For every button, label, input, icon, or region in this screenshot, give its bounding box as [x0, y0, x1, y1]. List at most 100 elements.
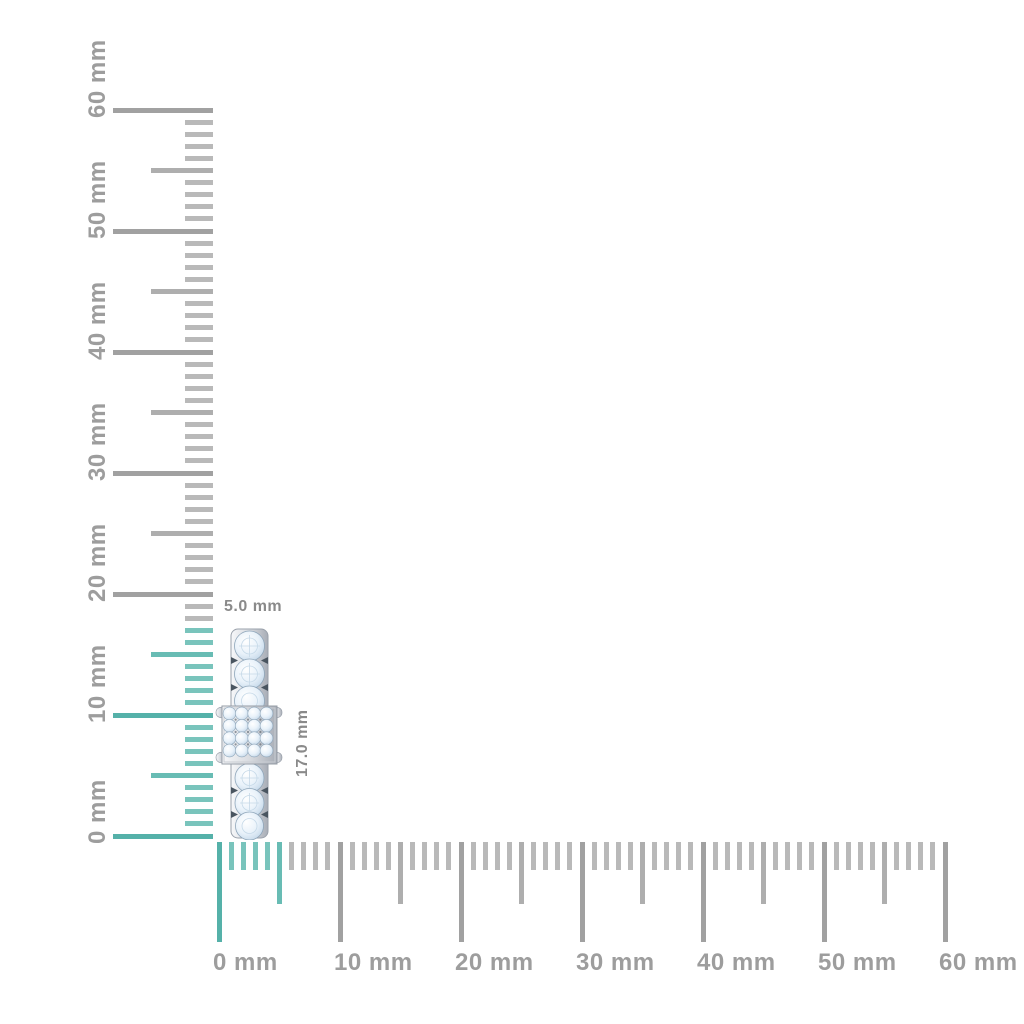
v-tick-53mm [185, 192, 213, 198]
h-tick-23mm [494, 842, 500, 870]
v-tick-60mm [113, 107, 213, 113]
v-ruler-label-40mm: 40 mm [84, 281, 111, 360]
h-tick-19mm [446, 842, 452, 870]
v-tick-52mm [185, 204, 213, 210]
h-tick-49mm [809, 842, 815, 870]
h-tick-57mm [906, 842, 912, 870]
v-tick-24mm [185, 543, 213, 549]
h-tick-54mm [869, 842, 875, 870]
v-tick-45mm [151, 289, 213, 294]
v-tick-48mm [185, 252, 213, 258]
v-tick-22mm [185, 567, 213, 573]
h-tick-24mm [506, 842, 512, 870]
h-tick-51mm [833, 842, 839, 870]
v-tick-4mm [185, 785, 213, 791]
h-tick-60mm [942, 842, 948, 942]
v-tick-12mm [185, 688, 213, 694]
v-tick-42mm [185, 325, 213, 331]
v-tick-5mm [151, 773, 213, 778]
h-tick-38mm [676, 842, 682, 870]
h-tick-9mm [325, 842, 331, 870]
h-tick-8mm [313, 842, 319, 870]
h-tick-21mm [470, 842, 476, 870]
v-tick-37mm [185, 385, 213, 391]
v-tick-8mm [185, 736, 213, 742]
h-tick-12mm [361, 842, 367, 870]
v-tick-13mm [185, 676, 213, 682]
h-tick-59mm [930, 842, 936, 870]
h-tick-1mm [228, 842, 234, 870]
v-tick-23mm [185, 555, 213, 561]
v-tick-35mm [151, 410, 213, 415]
v-tick-41mm [185, 337, 213, 343]
v-tick-9mm [185, 724, 213, 730]
h-tick-36mm [652, 842, 658, 870]
h-tick-0mm [216, 842, 222, 942]
h-tick-14mm [385, 842, 391, 870]
ring-width-dimension-label: 5.0 mm [224, 598, 283, 615]
v-tick-31mm [185, 458, 213, 464]
v-tick-19mm [185, 603, 213, 609]
v-tick-49mm [185, 240, 213, 246]
h-tick-6mm [289, 842, 295, 870]
h-tick-35mm [640, 842, 645, 904]
h-tick-32mm [603, 842, 609, 870]
h-tick-11mm [349, 842, 355, 870]
v-tick-28mm [185, 494, 213, 500]
v-tick-7mm [185, 748, 213, 754]
h-tick-56mm [894, 842, 900, 870]
h-tick-3mm [252, 842, 258, 870]
h-tick-30mm [579, 842, 585, 942]
h-tick-27mm [543, 842, 549, 870]
h-tick-41mm [712, 842, 718, 870]
h-tick-33mm [615, 842, 621, 870]
h-tick-20mm [458, 842, 464, 942]
ring-height-dimension-label: 17.0 mm [294, 709, 311, 777]
h-ruler-label-10mm: 10 mm [334, 949, 413, 976]
h-ruler-label-30mm: 30 mm [576, 949, 655, 976]
v-tick-6mm [185, 760, 213, 766]
v-tick-14mm [185, 664, 213, 670]
v-tick-57mm [185, 143, 213, 149]
v-tick-44mm [185, 301, 213, 307]
h-tick-26mm [531, 842, 537, 870]
v-tick-3mm [185, 797, 213, 803]
v-tick-25mm [151, 531, 213, 536]
v-tick-33mm [185, 434, 213, 440]
v-tick-16mm [185, 639, 213, 645]
v-tick-58mm [185, 131, 213, 137]
h-tick-37mm [664, 842, 670, 870]
v-tick-50mm [113, 228, 213, 234]
v-tick-59mm [185, 119, 213, 125]
v-tick-1mm [185, 821, 213, 827]
v-tick-29mm [185, 482, 213, 488]
v-ruler-label-0mm: 0 mm [84, 779, 111, 844]
v-tick-40mm [113, 349, 213, 355]
v-ruler-label-60mm: 60 mm [84, 39, 111, 118]
h-tick-16mm [410, 842, 416, 870]
h-tick-58mm [918, 842, 924, 870]
h-tick-48mm [797, 842, 803, 870]
h-ruler-label-50mm: 50 mm [818, 949, 897, 976]
v-ruler-label-20mm: 20 mm [84, 523, 111, 602]
v-tick-51mm [185, 216, 213, 222]
v-tick-56mm [185, 155, 213, 161]
h-tick-25mm [519, 842, 524, 904]
h-tick-5mm [277, 842, 282, 904]
v-tick-43mm [185, 313, 213, 319]
h-tick-15mm [398, 842, 403, 904]
h-tick-18mm [434, 842, 440, 870]
h-ruler-label-40mm: 40 mm [697, 949, 776, 976]
h-tick-44mm [748, 842, 754, 870]
h-tick-47mm [785, 842, 791, 870]
v-tick-15mm [151, 652, 213, 657]
h-tick-42mm [724, 842, 730, 870]
h-ruler-label-60mm: 60 mm [939, 949, 1018, 976]
h-tick-52mm [845, 842, 851, 870]
h-tick-10mm [337, 842, 343, 942]
h-tick-7mm [301, 842, 307, 870]
h-tick-22mm [482, 842, 488, 870]
h-tick-13mm [373, 842, 379, 870]
v-tick-27mm [185, 506, 213, 512]
v-tick-11mm [185, 700, 213, 706]
